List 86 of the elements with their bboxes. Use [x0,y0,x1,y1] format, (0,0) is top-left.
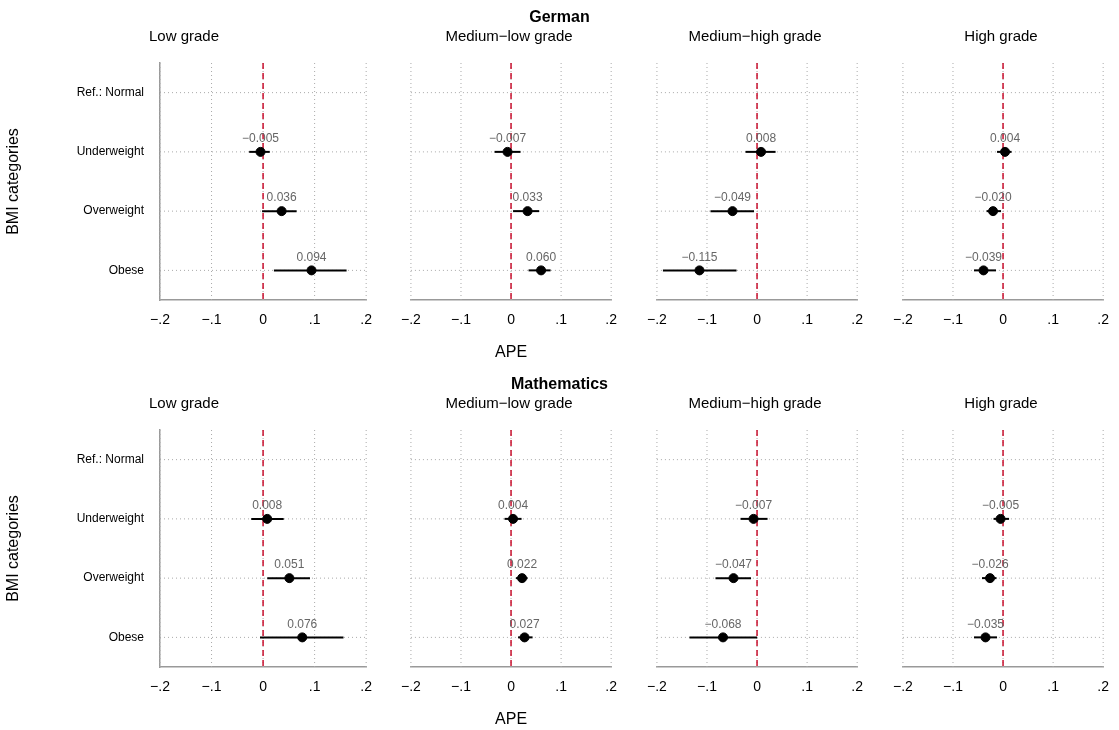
x-tick-label: .2 [851,311,864,328]
x-tick-label: 0 [259,311,268,328]
x-tick-label: −.1 [201,311,222,328]
x-tick-label: −.2 [647,678,668,695]
x-tick-label: −.2 [893,311,914,328]
data-label: −0.020 [974,190,1012,205]
data-label: −0.005 [982,498,1020,513]
data-label: 0.033 [512,190,543,205]
data-label: 0.008 [746,131,777,146]
x-tick-label: 0 [259,678,268,695]
y-axis-title: BMI categories [4,128,22,235]
data-label: 0.004 [990,131,1021,146]
x-tick-label: .2 [605,678,618,695]
x-tick-label: .1 [555,311,568,328]
data-label: −0.007 [735,498,773,513]
x-tick-label: −.2 [150,678,171,695]
data-label: 0.004 [498,498,529,513]
x-axis-title: APE [495,709,528,727]
x-tick-label: −.1 [943,678,964,695]
x-tick-label: .1 [555,678,568,695]
chart-title: Low grade [148,27,220,45]
y-tick-label: Overweight [83,203,145,218]
x-tick-label: −.1 [697,678,718,695]
x-tick-label: 0 [753,678,762,695]
data-label: 0.036 [266,190,297,205]
chart-title: Medium−low grade [445,27,573,45]
chart-title: High grade [964,394,1038,412]
x-tick-label: .2 [1097,678,1110,695]
x-tick-label: .1 [308,678,321,695]
x-axis-title: APE [495,342,528,360]
y-tick-label: Overweight [83,570,145,585]
data-label: 0.022 [507,557,538,572]
x-tick-label: 0 [999,678,1008,695]
y-tick-label: Obese [108,262,145,277]
y-tick-label: Obese [108,629,145,644]
data-label: −0.115 [681,249,718,264]
x-tick-label: .1 [801,678,814,695]
x-tick-label: −.1 [697,311,718,328]
x-tick-label: 0 [507,311,516,328]
x-tick-label: .2 [1097,311,1110,328]
x-tick-label: −.1 [201,678,222,695]
x-tick-label: .1 [1047,678,1060,695]
x-tick-label: .1 [801,311,814,328]
chart-title: Medium−high grade [688,27,822,45]
y-tick-label: Ref.: Normal [76,451,144,466]
chart-title: Medium−high grade [688,394,822,412]
y-axis-title: BMI categories [4,495,22,602]
x-tick-label: −.2 [647,311,668,328]
y-tick-label: Underweight [76,144,145,159]
x-tick-label: .1 [1047,311,1060,328]
data-label: 0.027 [509,616,540,631]
chart-title: Medium−low grade [445,394,573,412]
data-label: 0.076 [287,616,318,631]
data-label: 0.060 [526,249,557,264]
x-tick-label: −.1 [451,678,472,695]
x-tick-label: .2 [851,678,864,695]
data-label: −0.068 [704,616,742,631]
x-tick-label: .1 [308,311,321,328]
x-tick-label: 0 [999,311,1008,328]
data-label: −0.026 [971,557,1009,572]
y-tick-label: Ref.: Normal [76,84,144,99]
y-tick-label: Underweight [76,511,145,526]
data-label: 0.051 [274,557,305,572]
x-tick-label: .2 [360,678,373,695]
data-label: −0.039 [965,249,1003,264]
data-label: −0.007 [489,131,527,146]
data-label: −0.035 [967,616,1005,631]
x-tick-label: −.2 [401,311,422,328]
x-tick-label: 0 [507,678,516,695]
data-label: 0.008 [252,498,283,513]
x-tick-label: −.2 [150,311,171,328]
x-tick-label: −.1 [451,311,472,328]
text: Mathematics [510,375,609,393]
data-label: −0.005 [241,131,280,146]
chart-title: Low grade [148,394,220,412]
x-tick-label: 0 [753,311,762,328]
x-tick-label: .2 [605,311,618,328]
x-tick-label: .2 [360,311,373,328]
data-label: −0.047 [714,557,753,572]
x-tick-label: −.2 [401,678,422,695]
chart-title: High grade [964,27,1038,45]
x-tick-label: −.1 [943,311,964,328]
x-tick-label: −.2 [893,678,914,695]
data-label: 0.094 [296,249,327,264]
text: German [528,8,591,26]
data-label: −0.049 [713,190,752,205]
